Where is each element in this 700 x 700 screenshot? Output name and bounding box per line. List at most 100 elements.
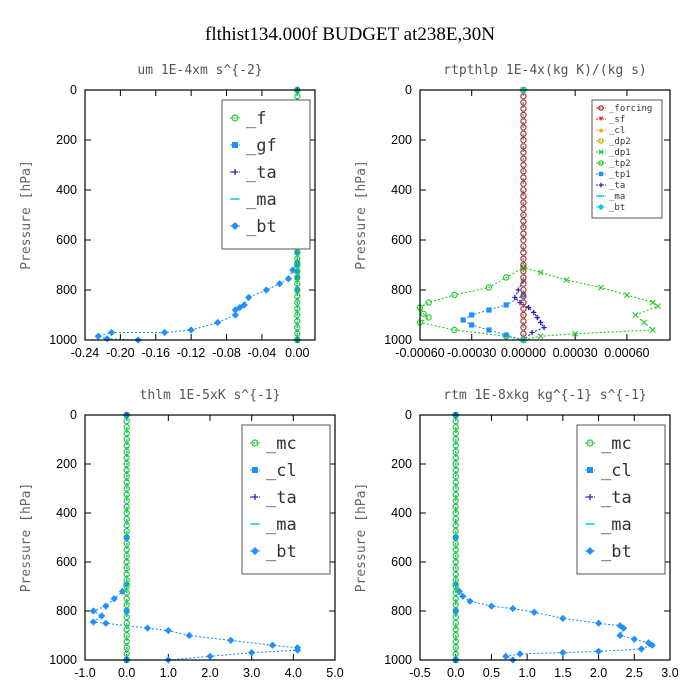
y-axis-label: Pressure [hPa]	[19, 160, 34, 270]
legend: _mc _cl _ta _ma _bt	[241, 424, 331, 575]
data-point	[452, 473, 459, 480]
y-tick-label: 0	[70, 83, 77, 97]
legend-label: _ta	[601, 488, 632, 508]
legend-marker	[598, 105, 604, 111]
legend-label: _bt	[246, 217, 277, 237]
legend-label: _tp2	[609, 159, 631, 169]
legend: _f _gf _ta _ma _bt	[221, 99, 311, 250]
legend-label: _ta	[609, 181, 625, 191]
legend-label: _cl	[609, 126, 625, 136]
legend-label: _cl	[601, 461, 632, 481]
chart-title: um 1E-4xm s^{-2}	[137, 63, 262, 78]
data-point	[526, 304, 532, 311]
data-point	[425, 314, 432, 321]
legend-label: _ta	[266, 488, 297, 508]
data-point	[123, 473, 130, 480]
data-point	[559, 614, 567, 622]
y-tick-label: 200	[56, 457, 77, 471]
data-point	[534, 314, 540, 321]
x-tick-label: 2.0	[590, 666, 607, 680]
x-tick-label: -0.24	[71, 346, 100, 360]
y-tick-label: 400	[56, 506, 77, 520]
series-bt	[94, 86, 301, 344]
x-tick-label: 0.00000	[501, 346, 546, 360]
data-point	[598, 284, 605, 291]
legend-label: _bt	[266, 542, 297, 562]
x-tick-label: 1.0	[518, 666, 535, 680]
data-point	[268, 641, 277, 649]
x-tick-label: -0.00030	[447, 346, 496, 360]
legend-label: _sf	[609, 115, 625, 125]
data-point	[563, 277, 570, 283]
y-tick-label: 600	[56, 555, 77, 569]
y-tick-label: 1000	[384, 333, 412, 347]
data-point	[529, 329, 535, 336]
data-point	[248, 649, 256, 657]
x-tick-label: 0.00030	[553, 346, 598, 360]
data-point	[520, 111, 527, 119]
data-point	[123, 552, 130, 560]
chart-title: rtpthlp 1E-4x(kg K)/(kg s)	[443, 63, 647, 78]
data-point	[503, 332, 509, 338]
data-point	[486, 327, 492, 333]
legend-label: _gf	[246, 136, 277, 156]
x-tick-label: -0.20	[106, 346, 135, 360]
y-tick-label: 1000	[384, 653, 412, 667]
data-point	[294, 255, 301, 262]
data-point	[452, 577, 459, 584]
data-point	[293, 646, 302, 654]
series-ta	[512, 87, 547, 343]
data-point	[452, 540, 459, 547]
data-point	[425, 299, 432, 306]
chart-panel-3: thlm 1E-5xK s^{-1} Pressure [hPa] 0 200 400 6…	[19, 388, 344, 680]
y-tick-label: 800	[391, 283, 412, 297]
plot-frame	[84, 414, 336, 661]
data-point	[123, 460, 130, 468]
x-tick-label: 3.0	[661, 666, 678, 680]
data-point	[460, 317, 466, 323]
data-point	[452, 644, 459, 651]
data-point	[520, 211, 527, 219]
legend-label: _bt	[601, 542, 632, 562]
data-point	[485, 284, 493, 291]
legend-marker	[598, 116, 604, 122]
data-point	[98, 612, 106, 620]
series-tp1	[460, 87, 527, 343]
data-point	[530, 608, 538, 616]
plot-frame	[84, 89, 316, 341]
data-point	[616, 631, 624, 640]
legend: _mc _cl _ta _ma _bt	[576, 424, 666, 575]
data-point	[227, 636, 235, 644]
legend-label: _ma	[246, 190, 277, 210]
x-tick-label: -0.00060	[395, 346, 444, 360]
data-point	[594, 619, 603, 627]
data-point	[123, 644, 130, 651]
data-point	[517, 299, 523, 306]
data-point	[537, 269, 544, 276]
data-point	[262, 286, 270, 294]
data-point	[206, 652, 214, 660]
x-tick-label: 0.5	[483, 666, 500, 680]
data-point	[294, 268, 301, 275]
plot-frame	[419, 414, 671, 661]
series-line	[462, 90, 524, 341]
data-point	[537, 333, 544, 340]
x-tick-label: 1.0	[160, 666, 177, 680]
legend-label: _f	[246, 109, 266, 129]
y-axis-label: Pressure [hPa]	[354, 160, 369, 270]
data-point	[452, 552, 459, 560]
y-axis-label: Pressure [hPa]	[19, 483, 34, 593]
y-tick-label: 0	[405, 83, 412, 97]
legend-marker	[587, 494, 593, 500]
x-tick-label: -0.12	[177, 346, 206, 360]
legend-label: _mc	[601, 434, 632, 454]
legend-label: _ma	[609, 192, 625, 202]
legend-marker	[231, 222, 239, 230]
data-point	[214, 318, 222, 327]
legend-label: _forcing	[609, 104, 652, 114]
y-tick-label: 600	[56, 233, 77, 247]
x-tick-label: -0.08	[212, 346, 241, 360]
legend-marker	[586, 439, 594, 447]
data-point	[649, 299, 656, 306]
data-point	[231, 306, 239, 314]
